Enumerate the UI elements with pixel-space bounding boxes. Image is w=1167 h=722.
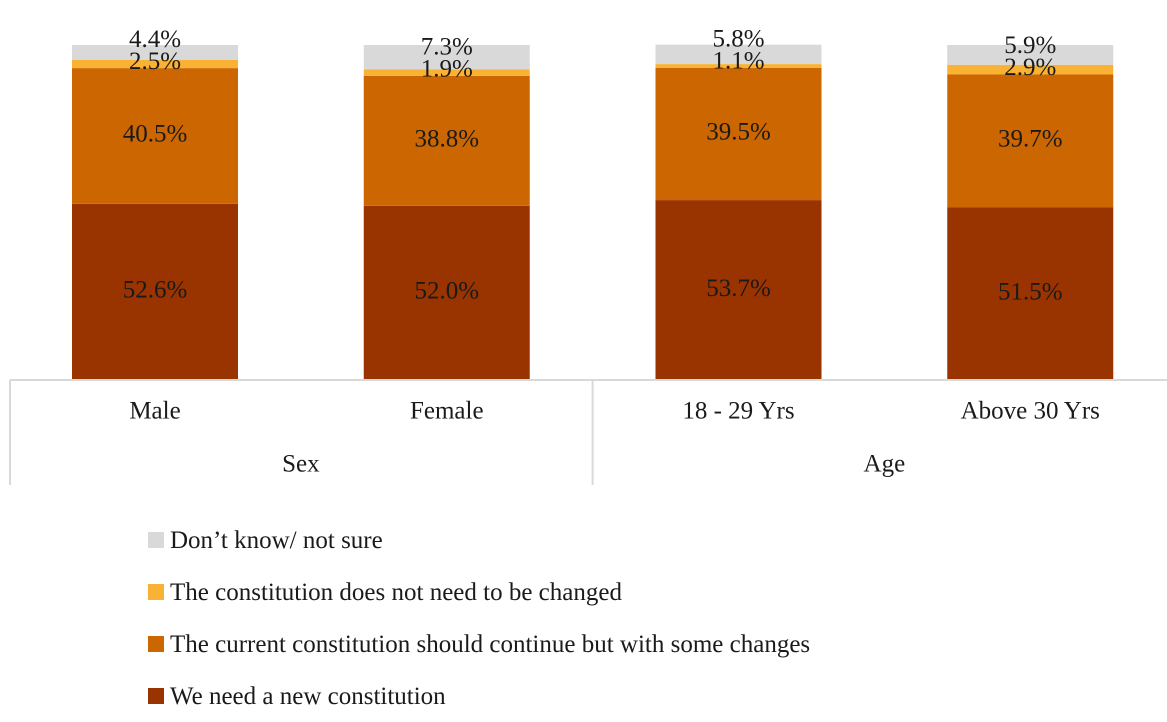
bar-segment (363, 69, 530, 76)
data-label: 4.4% (129, 26, 181, 53)
bar-segment (72, 45, 238, 60)
data-label: 39.5% (706, 119, 771, 146)
data-label: 52.6% (123, 277, 188, 304)
bar-segment (72, 59, 238, 69)
bar-segment (655, 44, 822, 65)
data-label: 39.7% (998, 126, 1063, 153)
legend-item: The current constitution should continue… (148, 618, 810, 670)
data-label: 1.1% (712, 48, 764, 75)
data-label: 2.9% (1004, 54, 1056, 81)
data-label: 5.9% (1004, 32, 1056, 59)
legend-label: The constitution does not need to be cha… (170, 578, 622, 606)
bar-segment (363, 205, 530, 380)
chart-canvas: 52.6% 40.5% 2.5%4.4% 52.0% 38.8% 1.9%7.3% 53.7… (9, 26, 1167, 485)
chart-legend: Don’t know/ not sure The constitution doe… (148, 514, 810, 722)
bar-segment (655, 200, 822, 380)
data-label: 52.0% (414, 278, 479, 305)
data-label: 1.9% (421, 56, 473, 83)
legend-item: The constitution does not need to be cha… (148, 566, 810, 618)
legend-label: We need a new constitution (170, 682, 446, 710)
legend-swatch (148, 584, 164, 600)
group-label: Age (864, 451, 906, 478)
data-label: 7.3% (421, 34, 473, 61)
data-label: 5.8% (712, 26, 764, 53)
bar-segment (655, 67, 822, 201)
legend-item: Don’t know/ not sure (148, 514, 810, 566)
bar-segment (947, 74, 1114, 208)
bar-segment (72, 203, 238, 380)
legend-item: We need a new constitution (148, 670, 810, 722)
category-label: 18 - 29 Yrs (682, 398, 794, 425)
bar-segment (72, 68, 238, 204)
group-label: Sex (282, 451, 320, 478)
legend-swatch (148, 688, 164, 704)
data-label: 38.8% (414, 126, 479, 153)
bar-segment (655, 64, 822, 68)
data-label: 40.5% (123, 121, 188, 148)
category-label: Above 30 Yrs (961, 398, 1100, 425)
stacked-bar-chart: 52.6% 40.5% 2.5% 4.4% 52.0% 38.8% 1.9% 7.3% 53.7… (9, 26, 1167, 709)
data-label: 53.7% (706, 275, 771, 302)
data-label: 51.5% (998, 278, 1063, 305)
bar-segment (947, 64, 1114, 75)
legend-swatch (148, 532, 164, 548)
legend-label: Don’t know/ not sure (170, 526, 383, 554)
bar-segment (363, 75, 530, 206)
data-label: 2.5% (129, 48, 181, 75)
bar-segment (947, 45, 1114, 65)
legend-swatch (148, 636, 164, 652)
category-label: Male (129, 398, 180, 425)
legend-label: The current constitution should continue… (170, 630, 811, 658)
category-label: Female (410, 398, 484, 425)
bar-segment (363, 45, 530, 70)
bar-segment (947, 207, 1114, 380)
